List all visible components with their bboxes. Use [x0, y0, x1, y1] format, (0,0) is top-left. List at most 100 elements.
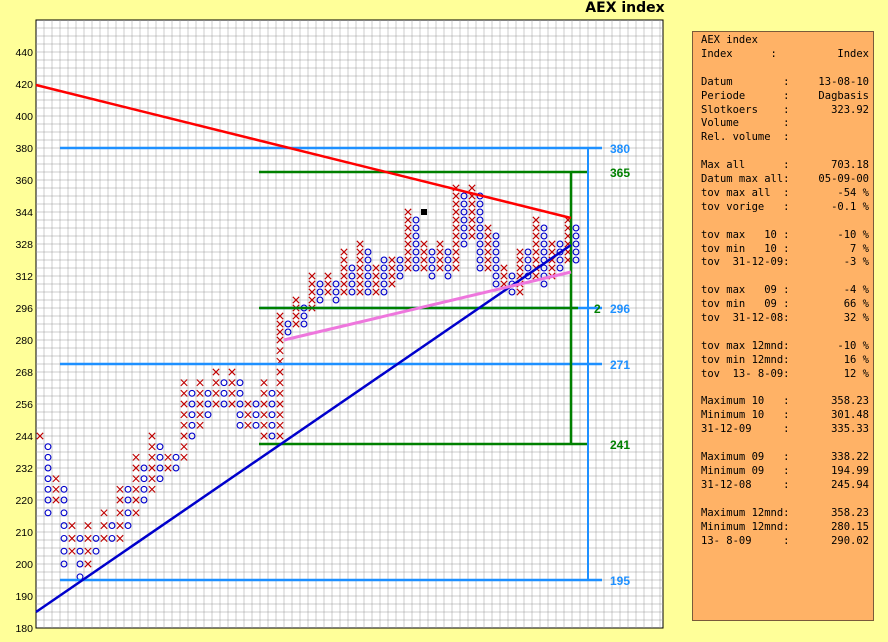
- info-value: -3 %: [843, 256, 869, 269]
- o-mark: [220, 400, 228, 408]
- x-mark-stroke: [116, 534, 124, 542]
- x-mark-stroke: [148, 453, 156, 461]
- x-mark: [276, 336, 284, 344]
- x-mark: [260, 389, 268, 397]
- x-mark: [436, 248, 444, 256]
- x-mark-stroke: [452, 232, 460, 240]
- o-mark: [380, 264, 388, 272]
- x-mark: [532, 248, 540, 256]
- o-mark: [540, 280, 548, 288]
- o-mark: [44, 485, 52, 493]
- o-mark: [140, 485, 148, 493]
- x-mark-stroke: [388, 256, 396, 264]
- x-mark: [372, 272, 380, 280]
- x-mark-stroke: [100, 509, 108, 517]
- x-mark: [132, 496, 140, 504]
- info-row: tov max 10 : -10 %: [701, 229, 869, 243]
- x-mark-stroke: [484, 232, 492, 240]
- x-mark-stroke: [164, 464, 172, 472]
- info-value: Index: [837, 47, 869, 60]
- info-row: tov min 09 : 66 %: [701, 298, 869, 312]
- x-mark: [52, 496, 60, 504]
- x-mark: [420, 248, 428, 256]
- x-mark: [132, 485, 140, 493]
- x-mark-stroke: [52, 485, 60, 493]
- x-mark: [436, 264, 444, 272]
- o-mark: [540, 224, 548, 232]
- x-mark: [148, 443, 156, 451]
- o-mark: [476, 264, 484, 272]
- x-mark-stroke: [148, 443, 156, 451]
- info-label: Periode :: [701, 89, 790, 102]
- x-mark-stroke: [308, 296, 316, 304]
- x-mark: [404, 216, 412, 224]
- x-mark-stroke: [388, 264, 396, 272]
- o-mark: [412, 248, 420, 256]
- x-mark: [452, 232, 460, 240]
- info-label: Minimum 12mnd:: [701, 520, 790, 533]
- o-mark: [156, 443, 164, 451]
- x-mark: [484, 232, 492, 240]
- x-mark: [212, 400, 220, 408]
- o-mark: [460, 208, 468, 216]
- x-mark-stroke: [532, 216, 540, 224]
- o-mark: [188, 432, 196, 440]
- level-label-296-box: 2: [594, 302, 601, 316]
- info-label: 31-12-08 :: [701, 478, 790, 491]
- x-mark-stroke: [500, 264, 508, 272]
- o-mark: [476, 200, 484, 208]
- x-mark: [180, 400, 188, 408]
- x-mark: [516, 248, 524, 256]
- x-mark-stroke: [308, 272, 316, 280]
- x-mark-stroke: [116, 485, 124, 493]
- x-mark-stroke: [436, 264, 444, 272]
- x-mark-stroke: [404, 264, 412, 272]
- x-mark: [484, 256, 492, 264]
- x-mark: [308, 280, 316, 288]
- x-mark: [452, 208, 460, 216]
- info-row: Minimum 10 : 301.48: [701, 409, 869, 423]
- x-mark: [228, 379, 236, 387]
- y-tick-label: 200: [15, 559, 33, 571]
- o-mark: [524, 248, 532, 256]
- x-mark-stroke: [84, 560, 92, 568]
- o-mark: [396, 256, 404, 264]
- x-mark: [548, 248, 556, 256]
- x-mark-stroke: [180, 379, 188, 387]
- x-mark: [532, 216, 540, 224]
- o-mark: [236, 389, 244, 397]
- info-value: 338.22: [831, 451, 869, 464]
- x-mark-stroke: [468, 208, 476, 216]
- o-mark: [236, 421, 244, 429]
- x-mark-stroke: [212, 400, 220, 408]
- x-mark-stroke: [180, 432, 188, 440]
- x-mark-stroke: [228, 389, 236, 397]
- x-mark: [228, 368, 236, 376]
- x-mark: [180, 443, 188, 451]
- x-mark-stroke: [116, 509, 124, 517]
- o-mark: [460, 200, 468, 208]
- o-mark: [332, 296, 340, 304]
- o-mark: [540, 264, 548, 272]
- x-mark: [388, 256, 396, 264]
- x-mark: [132, 509, 140, 517]
- x-mark-stroke: [308, 280, 316, 288]
- o-mark: [252, 421, 260, 429]
- x-mark: [292, 312, 300, 320]
- x-mark: [148, 432, 156, 440]
- o-mark: [44, 475, 52, 483]
- x-mark: [164, 464, 172, 472]
- x-mark-stroke: [356, 240, 364, 248]
- x-mark-stroke: [180, 453, 188, 461]
- y-tick-label: 312: [15, 271, 33, 283]
- x-mark: [372, 288, 380, 296]
- info-row: [701, 326, 869, 340]
- x-mark: [196, 389, 204, 397]
- x-mark: [276, 432, 284, 440]
- o-mark: [60, 560, 68, 568]
- x-mark: [356, 280, 364, 288]
- x-mark-stroke: [548, 264, 556, 272]
- x-mark-stroke: [276, 347, 284, 355]
- x-mark-stroke: [452, 264, 460, 272]
- x-mark-stroke: [548, 240, 556, 248]
